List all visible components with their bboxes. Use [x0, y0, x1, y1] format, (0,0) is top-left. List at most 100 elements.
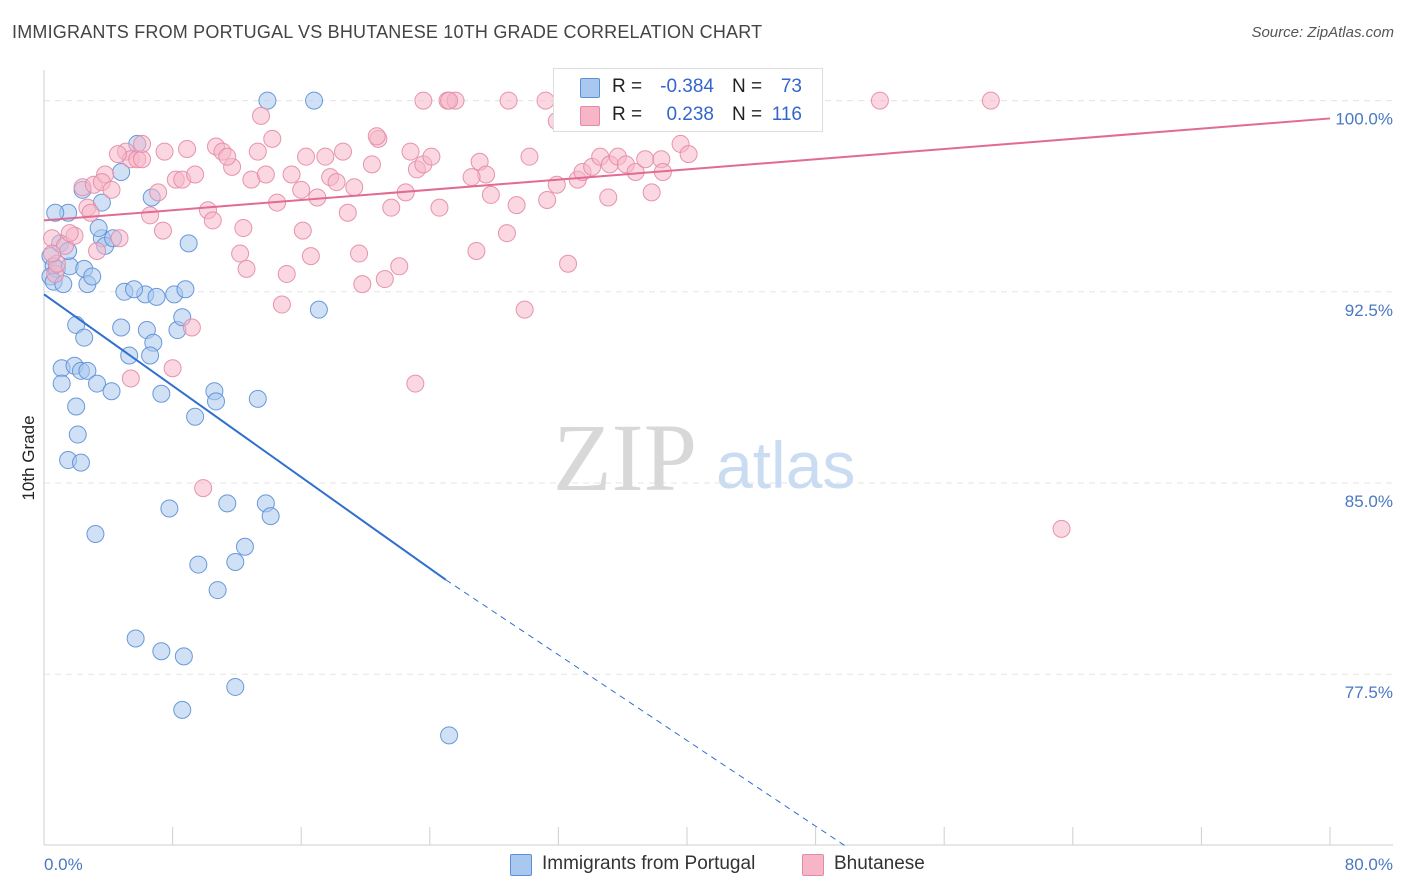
legend-n-label: N = — [732, 104, 763, 125]
legend-r-value: 0.238 — [666, 104, 714, 125]
data-point — [536, 91, 555, 110]
data-point — [367, 127, 386, 146]
data-point — [126, 629, 145, 648]
data-point — [263, 129, 282, 148]
data-point — [277, 264, 296, 283]
data-point — [309, 300, 328, 319]
data-point — [125, 280, 144, 299]
data-point — [414, 91, 433, 110]
data-point — [301, 247, 320, 266]
data-point — [102, 382, 121, 401]
data-point — [422, 147, 441, 166]
data-point — [46, 203, 65, 222]
legend-row-portugal: R = -0.384 N = 73 — [554, 73, 822, 101]
bottom-legend-label-bhutanese: Bhutanese — [834, 853, 925, 874]
data-point — [467, 242, 486, 261]
data-point — [679, 145, 698, 164]
data-point — [71, 453, 90, 472]
data-point — [141, 346, 160, 365]
data-point — [499, 91, 518, 110]
data-point — [108, 145, 127, 164]
data-point — [345, 178, 364, 197]
data-point — [189, 555, 208, 574]
bottom-legend-label-portugal: Immigrants from Portugal — [542, 853, 756, 874]
data-point — [401, 142, 420, 161]
data-point — [112, 318, 131, 337]
data-point — [599, 188, 618, 207]
data-point — [67, 397, 86, 416]
y-tick-label: 100.0% — [1335, 110, 1393, 129]
axes: 77.5% 85.0% 92.5% 100.0% — [43, 70, 1393, 846]
data-point — [293, 221, 312, 240]
data-point — [256, 165, 275, 184]
data-point — [60, 224, 79, 243]
data-point — [173, 700, 192, 719]
watermark-atlas: atlas — [716, 428, 855, 502]
legend-swatch-bhutanese — [580, 106, 600, 126]
bottom-legend: Immigrants from Portugal Bhutanese — [0, 852, 1406, 878]
data-point — [149, 183, 168, 202]
stats-legend: R = -0.384 N = 73 R = 0.238 N = 116 — [553, 68, 823, 132]
data-point — [186, 407, 205, 426]
data-point — [297, 147, 316, 166]
data-point — [194, 479, 213, 498]
data-point — [203, 211, 222, 230]
data-point — [362, 155, 381, 174]
data-point — [179, 234, 198, 253]
data-point — [89, 219, 108, 238]
data-point — [68, 425, 87, 444]
legend-swatch-portugal — [580, 78, 600, 98]
data-point — [218, 494, 237, 513]
data-point — [462, 168, 481, 187]
data-point — [520, 147, 539, 166]
data-point — [226, 677, 245, 696]
data-point — [636, 150, 655, 169]
data-point — [538, 191, 557, 210]
data-point — [316, 147, 335, 166]
data-point — [235, 537, 254, 556]
source-label: Source: ZipAtlas.com — [1251, 24, 1394, 41]
chart-title: IMMIGRANTS FROM PORTUGAL VS BHUTANESE 10… — [12, 22, 763, 42]
data-point — [147, 287, 166, 306]
y-tick-label: 92.5% — [1345, 301, 1393, 320]
data-point — [88, 242, 107, 261]
data-point — [870, 91, 889, 110]
data-point — [234, 219, 253, 238]
data-point — [440, 91, 459, 110]
trend-lines — [43, 117, 1331, 848]
data-point — [353, 275, 372, 294]
series-bhutanese-points — [43, 91, 1071, 538]
data-point — [333, 142, 352, 161]
data-point — [121, 369, 140, 388]
data-point — [258, 91, 277, 110]
y-axis-label: 10th Grade — [19, 415, 38, 500]
data-point — [237, 259, 256, 278]
data-point — [43, 244, 62, 263]
data-point — [305, 91, 324, 110]
legend-r-value: -0.384 — [660, 76, 714, 97]
data-point — [497, 224, 516, 243]
data-point — [155, 142, 174, 161]
data-point — [152, 642, 171, 661]
data-point — [390, 257, 409, 276]
data-point — [218, 147, 237, 166]
data-point — [642, 183, 661, 202]
data-point — [515, 300, 534, 319]
data-point — [102, 180, 121, 199]
data-point — [406, 374, 425, 393]
legend-n-label: N = — [732, 76, 763, 97]
data-point — [174, 647, 193, 666]
data-point — [110, 229, 129, 248]
trend-line-bhutanese — [43, 117, 1331, 222]
data-point — [81, 203, 100, 222]
data-point — [350, 244, 369, 263]
data-point — [86, 524, 105, 543]
data-point — [83, 267, 102, 286]
trend-line-portugal-extension — [445, 579, 849, 848]
y-tick-label: 85.0% — [1345, 492, 1393, 511]
y-tick-label: 77.5% — [1345, 683, 1393, 702]
legend-r-label: R = — [612, 76, 643, 97]
data-point — [981, 91, 1000, 110]
x-tick-label-min: 0.0% — [44, 855, 83, 874]
